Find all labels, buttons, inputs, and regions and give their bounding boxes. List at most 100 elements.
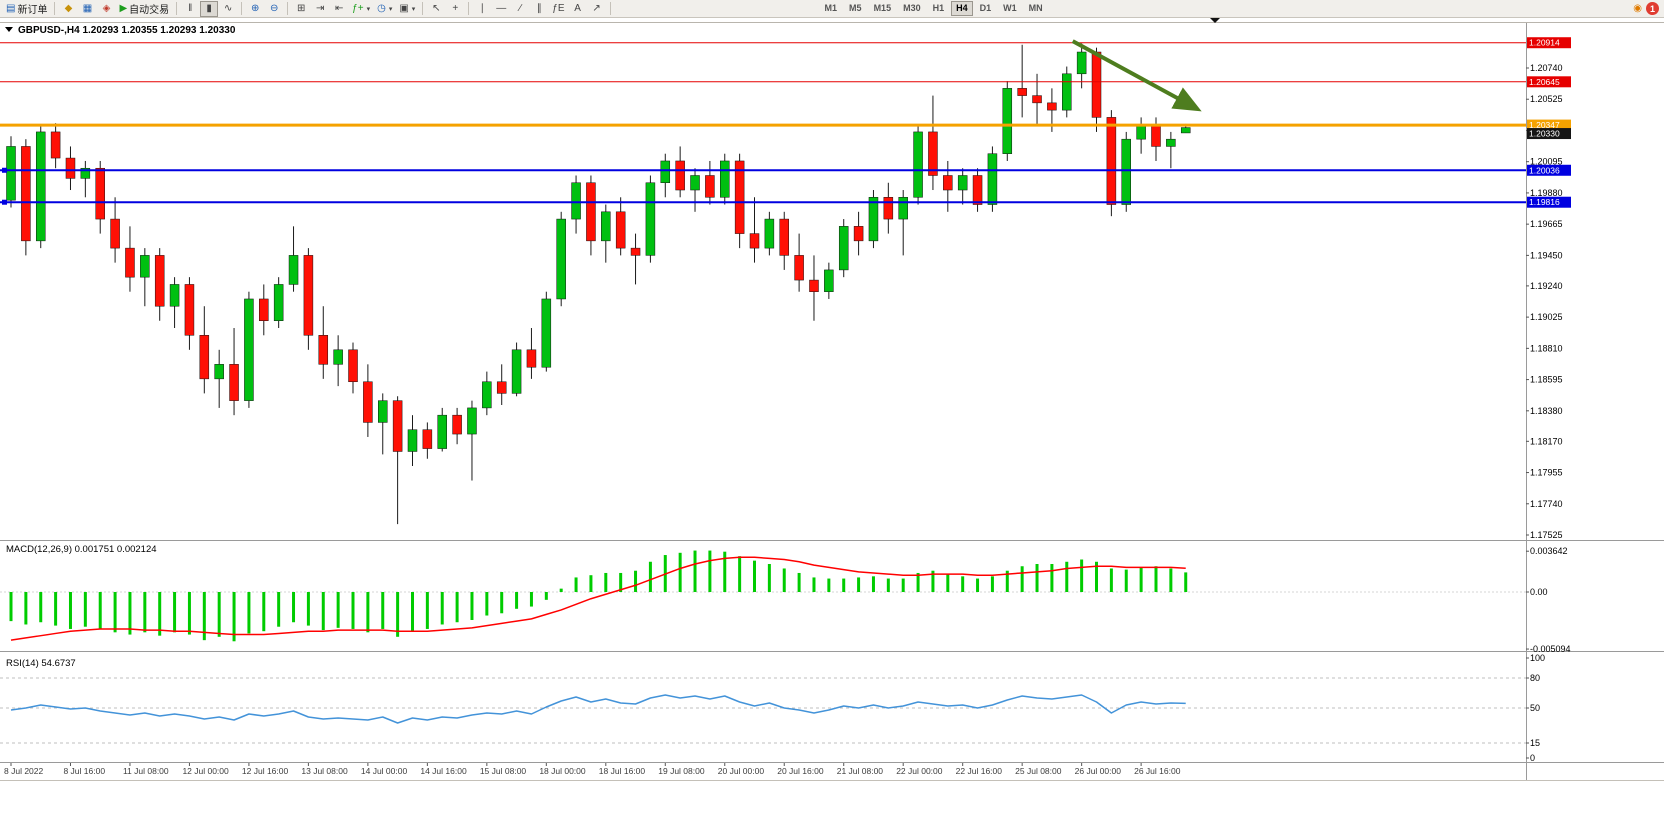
navigator-button[interactable]: ◈ <box>97 1 115 17</box>
time-label: 22 Jul 00:00 <box>896 766 943 776</box>
candle-down <box>675 160 685 191</box>
price-tag-label: 1.20330 <box>1529 129 1560 139</box>
crosshair-button[interactable]: + <box>446 1 464 17</box>
auto-trading-button[interactable]: ▶ 自动交易 <box>116 1 172 17</box>
timeframe-h4-button[interactable]: H4 <box>951 1 973 16</box>
candle-up <box>244 298 254 401</box>
channel-button[interactable]: ∥ <box>530 1 548 17</box>
auto-scroll-button[interactable]: ⇥ <box>311 1 329 17</box>
candle-down <box>95 167 105 220</box>
indicators-button[interactable]: ƒ+ ▾ <box>349 1 373 17</box>
candle-down <box>65 157 76 179</box>
price-axis-label: 1.19450 <box>1530 250 1563 260</box>
toolbar-overflow-triangle[interactable] <box>1210 18 1220 23</box>
rsi-axis-label: 0 <box>1530 753 1535 763</box>
timeframe-m15-button[interactable]: M15 <box>873 3 892 14</box>
new-order-icon: ▤ <box>6 2 16 14</box>
candle-down <box>705 175 715 198</box>
text-button[interactable]: A <box>569 1 587 17</box>
alert-icon[interactable]: ◉ <box>1633 2 1642 14</box>
price-tag <box>1527 76 1571 88</box>
bar-chart-button[interactable]: ‖ <box>181 1 199 17</box>
time-label: 14 Jul 16:00 <box>420 766 467 776</box>
chevron-down-icon: ▾ <box>411 5 416 13</box>
candle-down <box>110 218 120 249</box>
fibonacci-button[interactable]: ƒE <box>549 1 567 17</box>
trend-arrow[interactable] <box>1071 39 1202 112</box>
new-order-label: 新订单 <box>17 5 48 16</box>
candle-up <box>378 400 388 423</box>
trendline-button[interactable]: ∕ <box>511 1 529 17</box>
zoom-out-icon: ⊖ <box>269 2 279 14</box>
timeframe-m1-button[interactable]: M1 <box>824 3 838 14</box>
chart-shift-icon: ⇤ <box>334 2 344 14</box>
timeframe-d1-button[interactable]: D1 <box>979 3 992 14</box>
vertical-line-button[interactable]: ∣ <box>473 1 491 17</box>
chevron-down-icon: ▾ <box>388 5 393 13</box>
timeframe-h1-button[interactable]: H1 <box>932 3 945 14</box>
rsi-axis-label: 15 <box>1530 738 1540 748</box>
candle-up <box>690 175 700 191</box>
candle-down <box>229 364 239 401</box>
timeframe-m5-button[interactable]: M5 <box>849 3 862 14</box>
price-axis-label: 1.19880 <box>1530 188 1563 198</box>
cursor-icon: ↖ <box>432 2 441 14</box>
candle-down <box>422 429 433 449</box>
price-tag <box>1527 119 1571 131</box>
chart-shift-button[interactable]: ⇤ <box>330 1 348 17</box>
line-handle[interactable] <box>2 167 7 173</box>
periods-icon: ◷ <box>377 2 386 14</box>
line-handle[interactable] <box>2 199 7 205</box>
toolbar-separator <box>54 2 56 15</box>
new-order-button[interactable]: ▤ 新订单 <box>3 1 50 17</box>
arrows-button[interactable]: ↗ <box>588 1 606 17</box>
macd-signal-line <box>10 556 1186 641</box>
rsi-axis-label: 100 <box>1530 653 1545 663</box>
candle-up <box>1180 127 1191 134</box>
candle-down <box>363 381 373 423</box>
candle-down <box>125 247 135 278</box>
rsi-axis-label: 50 <box>1530 703 1540 713</box>
horizontal-line-button[interactable]: — <box>492 1 510 17</box>
candlestick-chart-button[interactable]: ▮ <box>200 0 219 17</box>
candle-down <box>259 298 269 322</box>
timeframe-m30-button[interactable]: M30 <box>903 3 921 14</box>
price-tag <box>1527 196 1571 208</box>
zoom-in-button[interactable]: ⊕ <box>246 1 264 17</box>
price-axis-label: 1.18595 <box>1530 375 1563 385</box>
timeframe-w1-button[interactable]: W1 <box>1003 3 1017 14</box>
candle-down <box>794 255 804 281</box>
candle-up <box>571 182 581 220</box>
notification-badge[interactable]: 1 <box>1646 2 1659 15</box>
periods-button[interactable]: ◷ ▾ <box>374 1 395 17</box>
candle-up <box>6 146 16 201</box>
toolbar: ▤ 新订单 ◆ ▦ ◈ ▶ 自动交易 ‖ ▮ ∿ ⊕ ⊖ ⊞ ⇥ ⇤ ƒ+ ▾ ◷… <box>0 0 1664 18</box>
price-axis-label: 1.17525 <box>1530 530 1563 540</box>
chart-collapse-triangle[interactable] <box>5 27 13 32</box>
timeframe-mn-button[interactable]: MN <box>1028 3 1043 14</box>
market-watch-button[interactable]: ◆ <box>59 1 77 17</box>
candle-down <box>50 131 61 159</box>
price-axis-label: 1.19665 <box>1530 219 1563 229</box>
candle-down <box>496 381 507 394</box>
rsi-label: RSI(14) 54.6737 <box>6 658 76 669</box>
time-label: 20 Jul 00:00 <box>718 766 765 776</box>
tile-windows-button[interactable]: ⊞ <box>292 1 310 17</box>
data-window-button[interactable]: ▦ <box>78 1 96 17</box>
price-tag <box>1527 37 1571 49</box>
candle-up <box>80 167 91 179</box>
candle-down <box>199 335 210 380</box>
candle-up <box>437 414 447 449</box>
zoom-out-button[interactable]: ⊖ <box>265 1 283 17</box>
candle-up <box>913 131 923 198</box>
candle-up <box>1166 138 1176 147</box>
rsi-line <box>10 694 1186 724</box>
text-icon: A <box>574 2 581 14</box>
candle-down <box>21 146 31 242</box>
price-axis-label: 1.19240 <box>1530 281 1563 291</box>
templates-button[interactable]: ▣ ▾ <box>396 1 418 17</box>
cursor-button[interactable]: ↖ <box>427 1 445 17</box>
line-chart-button[interactable]: ∿ <box>219 1 237 17</box>
candle-up <box>1076 51 1087 75</box>
